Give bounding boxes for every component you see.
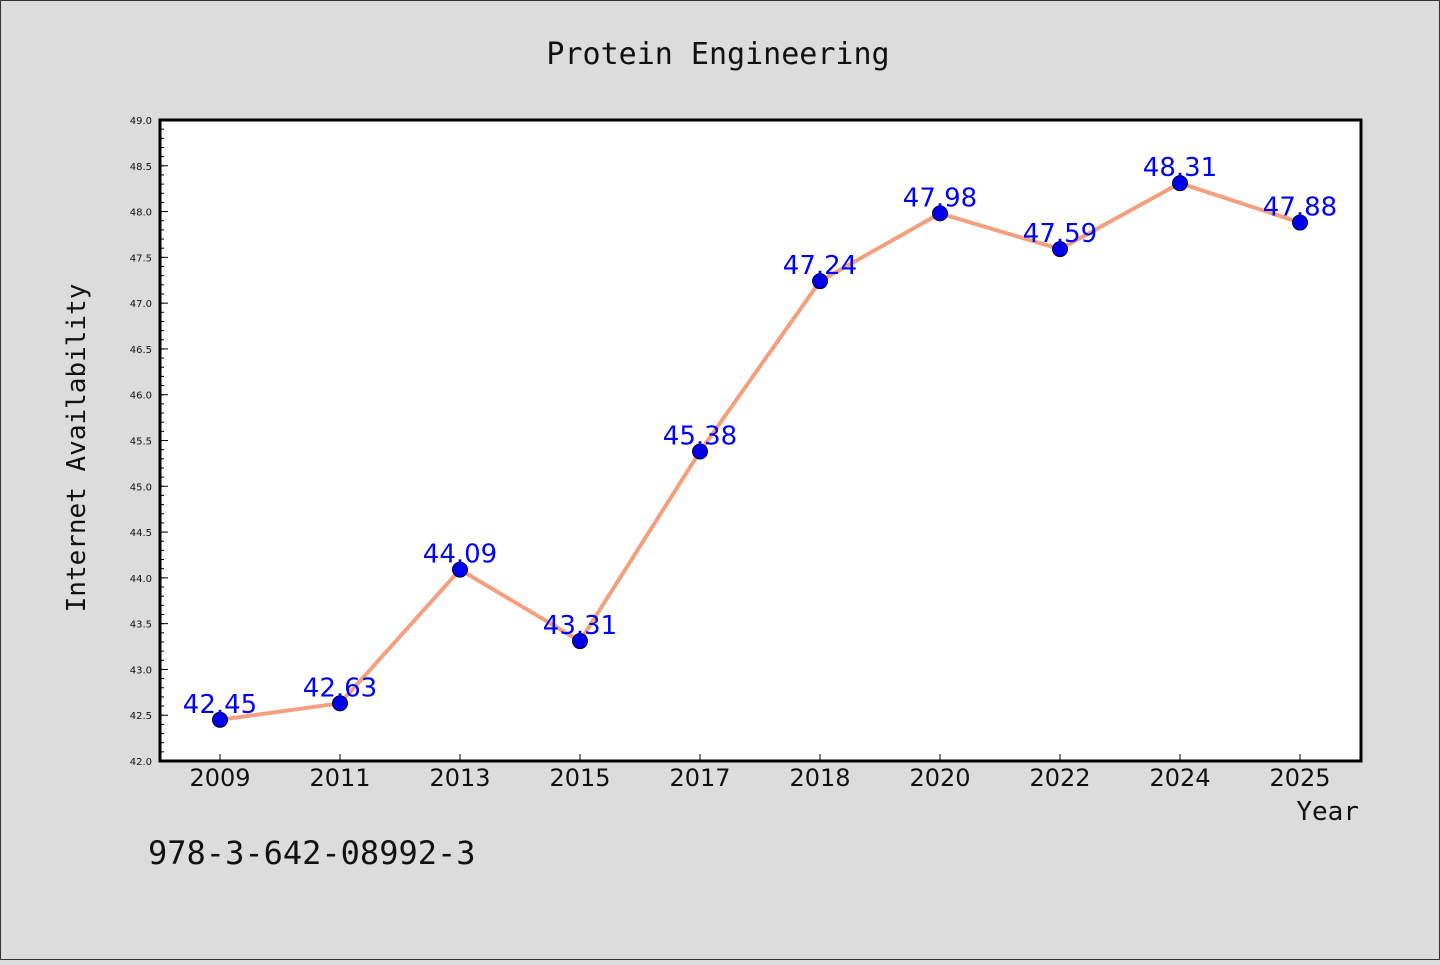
data-label: 43.31 — [543, 611, 617, 641]
x-axis-ticks: 2009 2011 2013 2015 2017 2018 2020 2022 2024 2025 — [189, 754, 1331, 792]
x-tick-label: 2020 — [909, 764, 970, 792]
data-label: 47.98 — [903, 183, 977, 213]
data-label: 45.38 — [663, 421, 737, 451]
x-tick-label: 2009 — [189, 764, 250, 792]
series-line — [218, 181, 1302, 722]
x-tick-label: 2015 — [549, 764, 610, 792]
data-point — [812, 273, 828, 290]
data-point — [932, 205, 948, 222]
y-tick-label: 44.0 — [130, 574, 152, 585]
y-tick-label: 43.5 — [130, 620, 152, 631]
y-tick-label: 42.5 — [130, 711, 152, 722]
y-tick-label: 47.5 — [130, 253, 152, 264]
chart-title: Protein Engineering — [546, 37, 889, 72]
data-point — [332, 695, 348, 712]
data-point — [572, 633, 588, 650]
y-tick-label: 44.5 — [130, 528, 152, 539]
y-axis-ticks: 42.0 42.5 43.0 43.5 44.0 44.5 45.0 45.5 46.0 46.5… — [130, 116, 168, 768]
data-label: 42.45 — [183, 690, 257, 720]
isbn-footnote: 978-3-642-08992-3 — [148, 834, 476, 872]
data-point — [1292, 214, 1308, 231]
data-point — [1052, 241, 1068, 258]
data-label: 42.63 — [303, 673, 377, 703]
y-tick-label: 45.5 — [130, 437, 152, 448]
y-tick-label: 46.0 — [130, 391, 152, 402]
data-point — [692, 443, 708, 460]
data-label: 47.24 — [783, 251, 857, 281]
x-tick-label: 2022 — [1029, 764, 1090, 792]
x-tick-label: 2025 — [1269, 764, 1330, 792]
y-tick-label: 42.0 — [130, 757, 152, 768]
x-tick-label: 2018 — [789, 764, 850, 792]
x-tick-label: 2011 — [309, 764, 370, 792]
x-axis-label: Year — [1296, 797, 1359, 827]
y-tick-label: 47.0 — [130, 299, 152, 310]
x-tick-label: 2013 — [429, 764, 490, 792]
data-label: 47.59 — [1023, 219, 1097, 249]
data-point — [1172, 175, 1188, 192]
y-tick-label: 49.0 — [130, 116, 152, 127]
y-tick-label: 48.5 — [130, 162, 152, 173]
y-axis-label: Internet Availability — [62, 284, 92, 613]
y-tick-label: 45.0 — [130, 482, 152, 493]
plot-area — [158, 118, 1363, 763]
x-tick-label: 2024 — [1149, 764, 1210, 792]
x-tick-label: 2017 — [669, 764, 730, 792]
data-label: 48.31 — [1143, 153, 1217, 183]
data-point — [212, 711, 228, 728]
y-tick-label: 43.0 — [130, 665, 152, 676]
y-tick-label: 46.5 — [130, 345, 152, 356]
data-labels: 42.45 42.63 44.09 43.31 45.38 47.24 47.98 47.59… — [183, 153, 1337, 720]
y-tick-label: 48.0 — [130, 208, 152, 219]
data-label: 44.09 — [423, 540, 497, 570]
data-point — [452, 561, 468, 578]
data-label: 47.88 — [1263, 193, 1337, 223]
data-points — [212, 175, 1308, 728]
